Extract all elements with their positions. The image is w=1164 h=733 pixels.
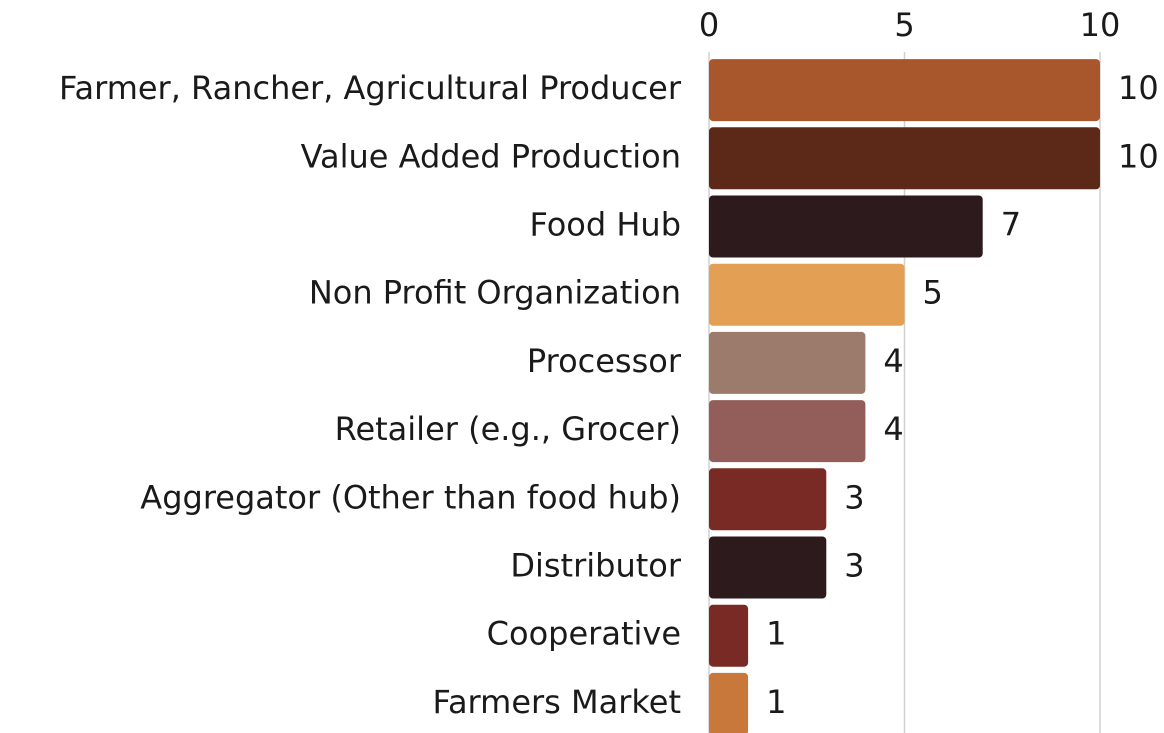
- value-label: 5: [923, 274, 943, 312]
- y-tick-label: Farmer, Rancher, Agricultural Producer: [59, 69, 682, 107]
- bar: [709, 536, 827, 599]
- value-label: 4: [883, 342, 903, 380]
- y-tick-label: Farmers Market: [432, 683, 681, 721]
- y-tick-label: Retailer (e.g., Grocer): [335, 410, 681, 448]
- y-tick-label: Distributor: [510, 547, 682, 585]
- value-label: 10: [1118, 69, 1159, 107]
- bar: [709, 59, 1100, 122]
- value-label: 10: [1118, 137, 1159, 175]
- bar: [709, 263, 905, 326]
- x-tick-label: 10: [1080, 6, 1121, 44]
- y-tick-label: Non Profit Organization: [309, 274, 681, 312]
- bar: [709, 468, 827, 531]
- value-label: 3: [844, 478, 864, 516]
- bar: [709, 127, 1100, 190]
- y-tick-label: Food Hub: [529, 206, 681, 244]
- bar: [709, 400, 866, 463]
- y-tick-label: Aggregator (Other than food hub): [140, 478, 681, 516]
- value-label: 1: [766, 615, 786, 653]
- x-tick-label: 5: [894, 6, 914, 44]
- bar: [709, 195, 983, 258]
- value-label: 4: [883, 410, 903, 448]
- y-tick-label: Cooperative: [487, 615, 681, 653]
- x-tick-label: 0: [699, 6, 719, 44]
- bar: [709, 331, 866, 394]
- bar: [709, 604, 749, 667]
- value-label: 1: [766, 683, 786, 721]
- value-label: 7: [1001, 206, 1021, 244]
- value-label: 3: [844, 547, 864, 585]
- bar: [709, 672, 749, 733]
- y-tick-label: Value Added Production: [301, 137, 681, 175]
- y-tick-label: Processor: [527, 342, 682, 380]
